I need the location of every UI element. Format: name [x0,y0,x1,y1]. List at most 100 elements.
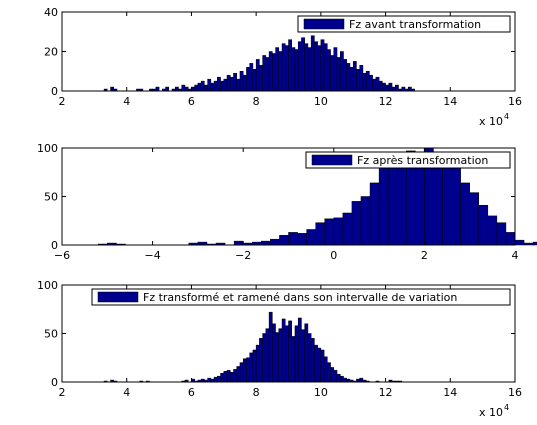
histogram-bar [320,39,325,92]
y-tick-label: 40 [44,6,58,19]
legend-label: Fz transformé et ramené dans son interva… [143,291,457,304]
y-tick-label: 50 [44,191,58,204]
histogram-bar [388,82,393,92]
histogram-bar [275,332,280,383]
histogram-bar [220,80,225,92]
histogram-bar [314,41,318,92]
x-multiplier-label: x 10 [479,406,503,419]
histogram-bar [297,233,307,246]
x-tick-label: −6 [54,249,70,262]
histogram-bar [236,78,241,92]
legend-box [91,288,511,306]
histogram-bar [514,239,525,246]
histogram-bar [226,74,231,92]
y-tick-label: 20 [44,46,58,59]
histogram-bar [314,344,318,383]
histogram-bar [265,57,270,92]
histogram-bar [351,201,362,246]
x-tick-label: −2 [235,249,251,262]
histogram-bar [268,51,273,92]
x-tick-label: 4 [512,249,519,262]
histogram-bar [268,311,273,383]
histogram-bar [307,333,312,383]
histogram-bar [460,182,470,246]
histogram-bar [320,349,325,383]
histogram-bar [281,318,286,383]
x-tick-label: 2 [59,386,66,399]
histogram-bar [451,164,461,246]
x-multiplier-label: x 10 [479,115,503,128]
x-tick-label: 8 [253,95,260,108]
histogram-bar [369,74,373,92]
histogram-bar [301,37,305,92]
histogram-bar [369,182,380,246]
histogram-bar [204,84,208,92]
histogram-bar [352,61,357,92]
histogram-bar [272,53,276,92]
x-tick-label: 14 [443,386,457,399]
histogram-bar [375,76,380,92]
x-tick-label: 2 [421,249,428,262]
histogram-bar [165,86,170,92]
histogram-bar [110,86,115,92]
legend-swatch [97,291,139,303]
histogram-bar [255,344,260,383]
x-tick-label: 10 [314,386,328,399]
histogram-bar [181,84,186,92]
histogram-bar [175,86,179,92]
histogram-bar [262,333,267,383]
histogram-bar [304,43,309,92]
histogram-bar [378,80,383,92]
histogram-bar [249,63,254,92]
histogram-bar [294,325,299,383]
legend-label: Fz avant transformation [349,18,481,31]
histogram-bar [317,45,322,92]
histogram-bar [155,86,160,92]
histogram-bar [359,65,364,92]
histogram-bar [442,159,452,246]
histogram-bar [233,369,237,383]
histogram-bar [340,51,344,92]
histogram-bar [395,84,399,92]
histogram-bar [210,82,215,92]
histogram-bar [255,59,260,92]
histogram-bar [306,229,316,246]
histogram-bar [505,232,516,246]
x-tick-label: 10 [314,95,328,108]
x-tick-label: 2 [59,95,66,108]
x-tick-label: 16 [508,386,522,399]
histogram-bar [496,222,507,246]
histogram-bar [246,357,250,383]
y-tick-label: 0 [51,376,58,389]
legend-box [297,15,511,33]
histogram-bar [336,57,341,92]
histogram-bar [310,338,315,383]
histogram-bar [281,43,286,92]
x-tick-label: 0 [330,249,337,262]
histogram-bar [301,329,305,383]
histogram-bar [207,78,212,92]
histogram-bar [279,235,289,246]
histogram-bar [262,55,267,92]
histogram-bar [333,47,338,92]
histogram-bar [275,47,280,92]
histogram-bar [372,78,377,92]
histogram-bar [387,156,398,246]
histogram-bar [265,328,270,383]
histogram-fz-apres-transformation: −6 −4 −2 0 2 4 0 50 100 Fz après transformation [37,142,537,262]
histogram-bar [323,356,328,383]
histogram-bar [270,238,280,246]
histogram-bar [523,242,534,246]
x-tick-label: 16 [508,95,522,108]
histogram-bar [401,86,406,92]
histogram-bar [349,67,354,92]
histogram-bar [285,325,289,383]
x-tick-label: 6 [188,386,195,399]
x-tick-label: −4 [144,249,160,262]
x-tick-label: 6 [188,95,195,108]
histogram-bar [310,35,315,92]
histogram-bar [327,49,331,92]
histogram-bar [297,41,302,92]
